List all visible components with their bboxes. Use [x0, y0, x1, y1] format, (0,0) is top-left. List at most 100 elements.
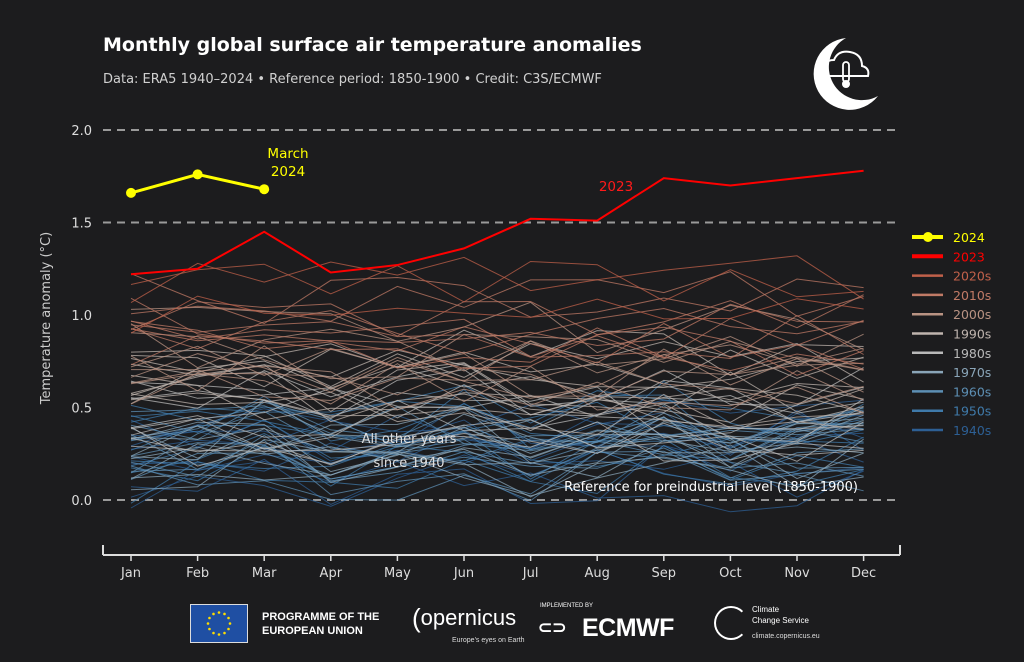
line-2010s — [130, 307, 864, 354]
legend-label-2010s: 2010s — [953, 288, 991, 303]
y-tick-label: 1.5 — [71, 217, 92, 232]
line-2000s — [131, 361, 864, 405]
line-1960s — [130, 399, 864, 452]
x-tick-label: Jul — [522, 566, 539, 581]
legend-label-1970s: 1970s — [953, 365, 991, 380]
c3s-line: Climate — [752, 605, 780, 614]
legend-label-1950s: 1950s — [953, 404, 991, 419]
eu-star — [227, 616, 230, 620]
legend-label-2020s: 2020s — [953, 269, 991, 284]
y-tick-label: 1.0 — [71, 309, 92, 324]
annotation-other-years-2: since 1940 — [374, 456, 445, 471]
legend-label-1940s: 1940s — [953, 423, 991, 438]
eu-text-line: PROGRAMME OF THE — [262, 611, 380, 623]
x-tick-label: May — [384, 566, 411, 581]
line-2010s — [130, 294, 864, 337]
eu-star — [227, 627, 230, 631]
chart-subtitle: Data: ERA5 1940–2024 • Reference period:… — [103, 72, 602, 87]
line-1970s — [130, 438, 864, 497]
point-2024 — [259, 184, 270, 195]
line-2010s — [130, 327, 864, 372]
y-tick-label: 0.0 — [71, 494, 92, 509]
eu-star — [212, 631, 215, 635]
y-axis-label: Temperature anomaly (°C) — [39, 232, 54, 405]
line-1980s — [130, 398, 864, 450]
c3s-url: climate.copernicus.eu — [752, 633, 820, 640]
legend-label-2024: 2024 — [953, 230, 985, 245]
line-2020s — [130, 260, 864, 303]
line-2000s — [130, 365, 864, 411]
legend-marker-2024 — [923, 232, 933, 242]
y-tick-label: 2.0 — [71, 124, 92, 139]
line-1960s — [130, 405, 864, 448]
line-2010s — [130, 326, 864, 376]
line-1990s — [130, 374, 864, 423]
line-1950s — [130, 394, 864, 449]
line-1980s — [130, 363, 864, 409]
ecmwf-logo: ECMWF — [582, 614, 674, 642]
line-2000s — [130, 323, 864, 372]
implemented-by: IMPLEMENTED BY — [540, 603, 594, 609]
eu-star — [223, 612, 226, 616]
line-2000s — [130, 362, 864, 405]
line-2010s — [130, 317, 864, 359]
line-1960s — [130, 410, 864, 474]
line-2020s — [130, 295, 864, 334]
line-1980s — [130, 421, 864, 467]
c3s-logo-icon — [813, 38, 878, 110]
x-tick-label: Aug — [585, 566, 610, 581]
eu-programme-text: PROGRAMME OF THE EUROPEAN UNION — [262, 610, 402, 638]
c3s-name: Climate Change Service — [752, 604, 809, 626]
footer-logos: PROGRAMME OF THE EUROPEAN UNION (opernic… — [0, 600, 1024, 656]
chart-title: Monthly global surface air temperature a… — [103, 34, 642, 56]
legend-label-1990s: 1990s — [953, 327, 991, 342]
line-1970s — [130, 438, 864, 498]
annotation-reference: Reference for preindustrial level (1850-… — [564, 480, 858, 495]
x-tick-label: Apr — [320, 566, 343, 581]
eu-flag-icon — [190, 604, 248, 643]
annotation-2024: 2024 — [271, 164, 305, 180]
eu-star — [208, 616, 211, 620]
point-2024 — [192, 169, 203, 180]
line-1970s — [130, 421, 864, 473]
eu-star — [208, 627, 211, 631]
x-tick-label: Sep — [652, 566, 677, 581]
point-2024 — [126, 187, 136, 198]
x-tick-label: Jun — [453, 566, 474, 581]
eu-text-line: EUROPEAN UNION — [262, 625, 363, 637]
line-1940s — [130, 449, 864, 507]
line-1960s — [130, 450, 864, 501]
line-1990s — [130, 391, 864, 436]
y-tick-label: 0.5 — [71, 402, 92, 417]
copernicus-arc-icon: ( — [412, 603, 421, 633]
annotation-2023: 2023 — [599, 179, 633, 195]
line-1980s — [130, 394, 864, 438]
line-1940s — [130, 432, 864, 472]
line-1980s — [130, 379, 864, 424]
line-2020s — [130, 255, 864, 304]
line-2000s — [130, 345, 864, 397]
eu-star — [206, 622, 210, 625]
line-2010s — [130, 297, 864, 347]
c3s-small-logo-icon — [714, 606, 748, 640]
x-tick-label: Dec — [851, 566, 876, 581]
x-tick-label: Nov — [784, 566, 810, 581]
copernicus-tagline: Europe's eyes on Earth — [452, 637, 525, 644]
legend-label-2023: 2023 — [953, 249, 985, 264]
line-1970s — [130, 421, 864, 480]
line-2000s — [130, 363, 864, 414]
line-1990s — [130, 360, 864, 405]
x-tick-label: Oct — [719, 566, 741, 581]
c3s-line: Change Service — [752, 616, 809, 625]
line-1940s — [130, 409, 864, 456]
annotation-other-years-1: All other years — [362, 432, 457, 447]
line-1990s — [130, 392, 864, 428]
eu-star — [223, 631, 226, 635]
line-1940s — [130, 460, 864, 513]
x-tick-label: Jan — [120, 566, 141, 581]
eu-star — [228, 622, 232, 625]
line-2023 — [130, 169, 864, 276]
line-1940s — [130, 444, 864, 505]
line-1950s — [130, 430, 864, 486]
